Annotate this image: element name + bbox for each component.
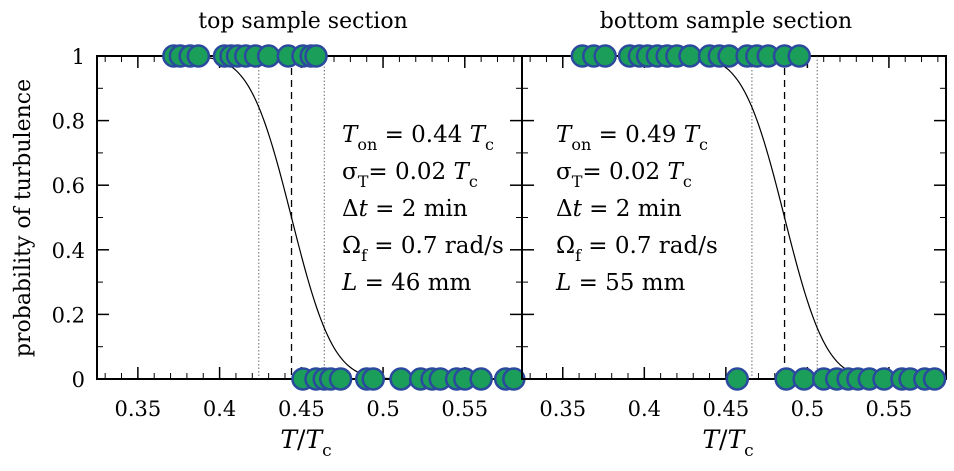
- bottom-section-panel: 0.35 0.4 0.45 0.5 0.55 Ton = 0.49 Tc σT= 0.02 …: [521, 44, 947, 421]
- data-point: [725, 367, 750, 391]
- data-point: [792, 367, 816, 391]
- bottom-panel-title: bottom sample section: [600, 9, 852, 34]
- x-tick-label: 0.55: [866, 397, 913, 421]
- fit-parameter-label: L = 46 mm: [341, 270, 472, 296]
- data-point: [186, 44, 211, 68]
- data-point: [787, 44, 811, 68]
- fit-parameter-label: Ωf = 0.7 rad/s: [556, 233, 718, 265]
- data-point: [678, 44, 702, 68]
- x-tick-label: 0.45: [702, 397, 749, 421]
- fit-parameter-label: L = 55 mm: [555, 270, 686, 296]
- data-point: [469, 367, 493, 391]
- fit-parameter-label: Δt = 2 min: [342, 196, 468, 222]
- x-tick-label: 0.35: [114, 397, 161, 421]
- y-axis-label: probability of turbulence: [11, 79, 36, 357]
- data-point: [389, 367, 413, 391]
- y-tick-label: 0.8: [52, 110, 85, 134]
- x-tick-label: 0.55: [441, 397, 488, 421]
- x-tick-label: 0.35: [539, 397, 586, 421]
- fit-parameter-label: Δt = 2 min: [556, 196, 682, 222]
- data-point: [328, 367, 353, 391]
- fit-parameter-label: σT= 0.02 Tc: [342, 159, 478, 191]
- y-tick-label: 0.6: [52, 174, 85, 198]
- data-point: [922, 367, 947, 391]
- y-tick-label: 1: [72, 45, 85, 69]
- x-tick-label: 0.4: [203, 397, 236, 421]
- data-point: [256, 44, 281, 68]
- y-tick-label: 0.4: [52, 239, 85, 263]
- data-point: [361, 367, 385, 391]
- top-section-panel: 0.35 0.4 0.45 0.5 0.55 0 0.2 0.4 0.6 0.8 1 Ton = 0.…: [52, 44, 526, 421]
- y-tick-label: 0.2: [52, 303, 85, 327]
- x-axis-label-right: T/Tc: [702, 425, 753, 461]
- fit-parameter-label: Ton = 0.44 Tc: [342, 122, 494, 154]
- y-tick-label: 0: [72, 368, 85, 392]
- x-axis-label-left: T/Tc: [280, 425, 331, 461]
- x-tick-label: 0.4: [628, 397, 661, 421]
- x-tick-label: 0.45: [278, 397, 325, 421]
- fit-parameter-label: Ton = 0.49 Tc: [556, 122, 708, 154]
- data-point: [304, 44, 328, 68]
- fit-parameter-label: σT= 0.02 Tc: [556, 159, 692, 191]
- data-point: [593, 44, 617, 68]
- top-panel-title: top sample section: [198, 9, 407, 34]
- fit-parameter-label: Ωf = 0.7 rad/s: [342, 233, 504, 265]
- x-tick-label: 0.5: [791, 397, 824, 421]
- x-tick-label: 0.5: [366, 397, 399, 421]
